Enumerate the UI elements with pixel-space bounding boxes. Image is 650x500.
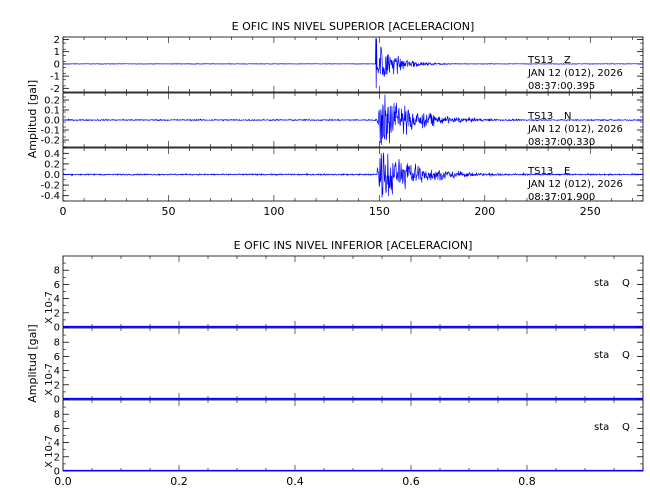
x-tick-label: 0.8 xyxy=(518,475,536,488)
x-tick-label: 200 xyxy=(474,205,495,218)
y-axis-label: Amplitud [gal] xyxy=(26,324,39,402)
y-tick-label: 0 xyxy=(54,59,60,70)
x-tick-label: 150 xyxy=(369,205,390,218)
y-tick-label: -0.1 xyxy=(40,126,60,137)
trace-time: 08:37:00.330 xyxy=(528,137,595,148)
y-tick-label: 0.1 xyxy=(44,106,60,117)
station-code: sta xyxy=(594,422,609,433)
y-tick-label: -1 xyxy=(50,72,60,83)
y-tick-label: 0.0 xyxy=(44,116,60,127)
station-code: sta xyxy=(594,350,609,361)
station-code: TS13 xyxy=(527,166,553,177)
x-tick-label: 100 xyxy=(263,205,284,218)
trace-line xyxy=(62,94,644,145)
component-label: N xyxy=(564,111,571,122)
component-label: Q xyxy=(622,350,630,361)
x-tick-label: 0.2 xyxy=(170,475,188,488)
y-tick-label: 6 xyxy=(54,424,60,435)
y-tick-label: 0 xyxy=(54,323,60,334)
station-code: sta xyxy=(594,278,609,289)
y-tick-label: 0 xyxy=(54,467,60,478)
trace-time: 08:37:00.395 xyxy=(528,81,595,92)
y-tick-label: -0.4 xyxy=(40,191,60,202)
y-tick-label: 4 xyxy=(54,438,60,449)
y-tick-label: 2 xyxy=(54,380,60,391)
y-tick-label: 8 xyxy=(54,410,60,421)
y-axis-label: Amplitud [gal] xyxy=(26,80,39,158)
chart-title: E OFIC INS NIVEL INFERIOR [ACELERACION] xyxy=(234,239,473,252)
y-tick-label: 0.2 xyxy=(44,96,60,107)
x-tick-label: 0.0 xyxy=(54,475,72,488)
y-tick-label: 0.4 xyxy=(44,149,60,160)
component-label: E xyxy=(564,166,570,177)
y-tick-label: 6 xyxy=(54,280,60,291)
component-label: Q xyxy=(622,422,630,433)
y-tick-label: 0.2 xyxy=(44,159,60,170)
scale-label: X 10-7 xyxy=(44,435,55,468)
x-tick-label: 50 xyxy=(161,205,175,218)
x-tick-label: 0 xyxy=(60,205,67,218)
component-label: Z xyxy=(564,55,571,66)
y-tick-label: -2 xyxy=(50,84,60,95)
scale-label: X 10-7 xyxy=(44,291,55,324)
y-tick-label: 6 xyxy=(54,352,60,363)
chart-title: E OFIC INS NIVEL SUPERIOR [ACELERACION] xyxy=(232,20,475,33)
station-code: TS13 xyxy=(527,55,553,66)
x-tick-label: 0.4 xyxy=(286,475,304,488)
trace-date: JAN 12 (012), 2026 xyxy=(527,179,623,190)
y-tick-label: 8 xyxy=(54,266,60,277)
station-code: TS13 xyxy=(527,111,553,122)
trace-panel-frame xyxy=(62,399,644,472)
trace-date: JAN 12 (012), 2026 xyxy=(527,124,623,135)
trace-date: JAN 12 (012), 2026 xyxy=(527,68,623,79)
trace-line xyxy=(62,152,644,198)
trace-panel-frame xyxy=(62,255,644,328)
x-tick-label: 250 xyxy=(580,205,601,218)
y-tick-label: 1 xyxy=(54,47,60,58)
trace-panel-frame xyxy=(62,327,644,400)
y-tick-label: 2 xyxy=(54,35,60,46)
y-tick-label: 4 xyxy=(54,366,60,377)
component-label: Q xyxy=(622,278,630,289)
x-tick-label: 0.6 xyxy=(402,475,420,488)
y-tick-label: -0.2 xyxy=(40,136,60,147)
y-tick-label: -0.2 xyxy=(40,181,60,192)
scale-label: X 10-7 xyxy=(44,363,55,396)
y-tick-label: 4 xyxy=(54,294,60,305)
y-tick-label: 0.0 xyxy=(44,170,60,181)
y-tick-label: 2 xyxy=(54,308,60,319)
y-tick-label: 2 xyxy=(54,452,60,463)
trace-line xyxy=(63,38,644,89)
trace-panel-frame xyxy=(62,36,644,93)
y-tick-label: 8 xyxy=(54,338,60,349)
trace-time: 08:37:01.900 xyxy=(528,192,595,203)
y-tick-label: 0 xyxy=(54,395,60,406)
